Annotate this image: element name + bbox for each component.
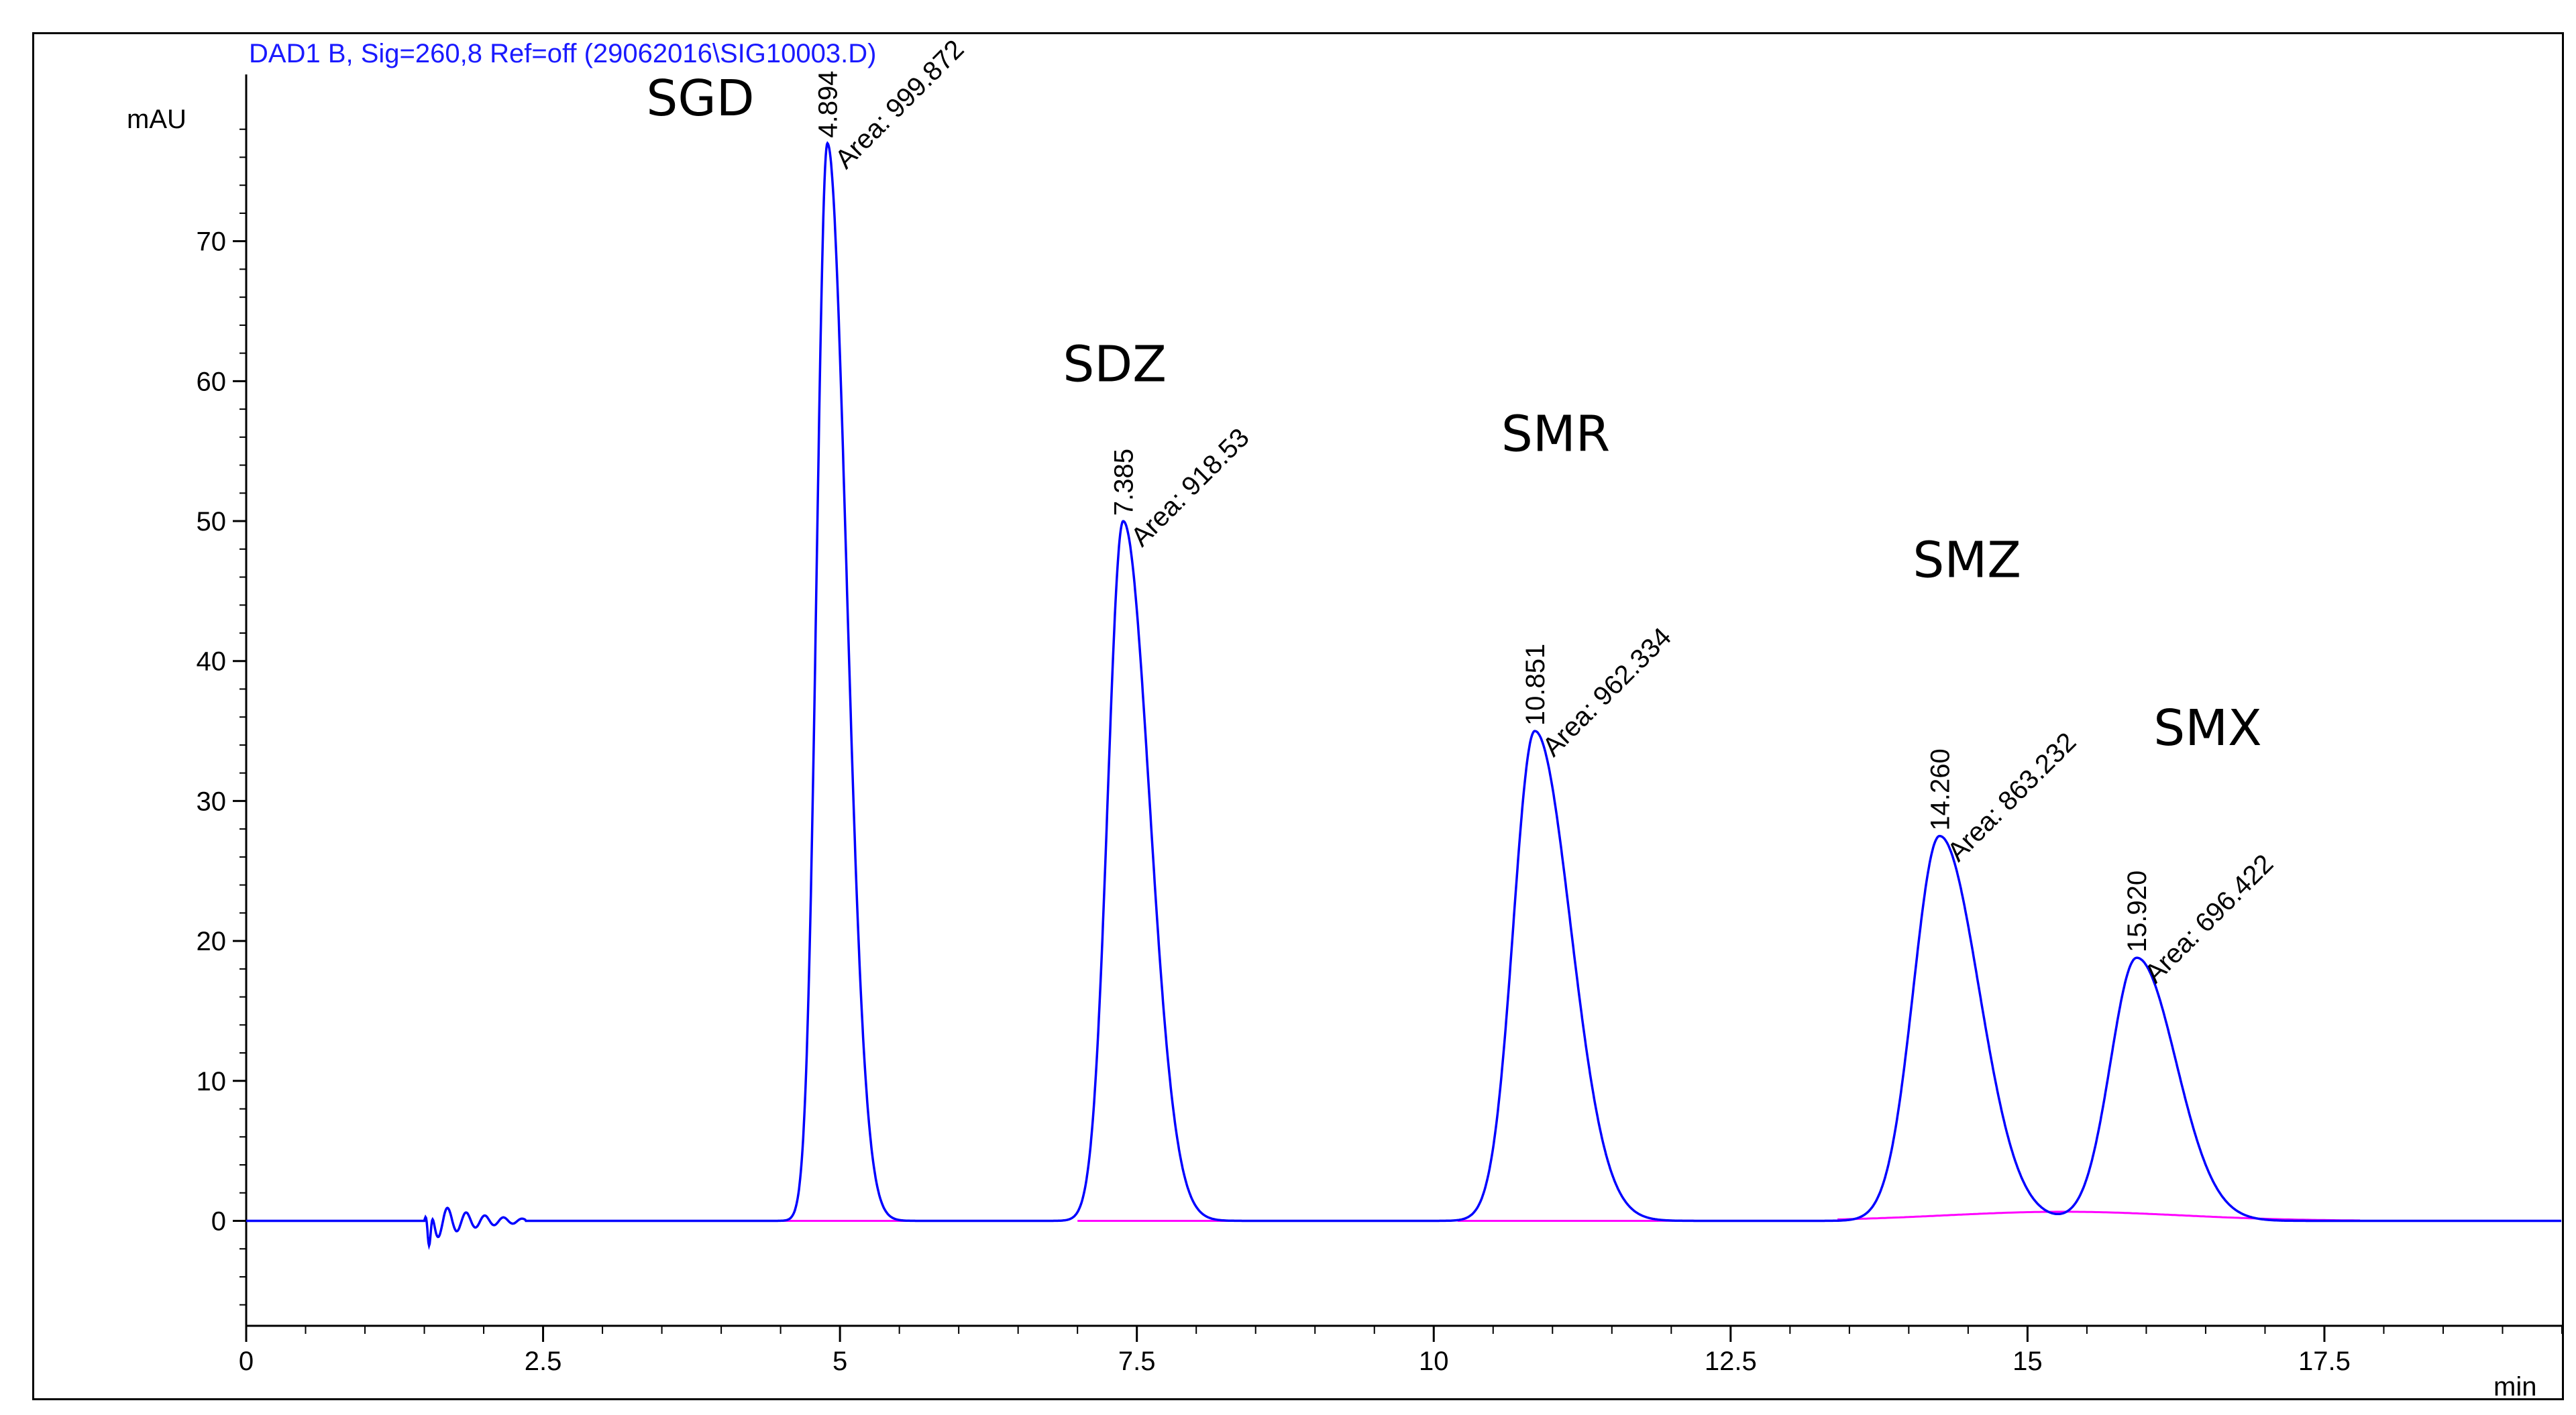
x-tick-label: 5	[833, 1347, 847, 1376]
peak-area-label: Area: 918.53	[1126, 422, 1255, 552]
x-tick-label: 15	[2012, 1347, 2043, 1376]
y-tick-label: 0	[211, 1206, 226, 1236]
peak-rt-label: 14.260	[1925, 748, 1955, 830]
peak-name-label: SDZ	[1063, 335, 1167, 393]
y-tick-label: 40	[197, 647, 227, 677]
x-tick-label: 7.5	[1118, 1347, 1156, 1376]
chart-frame: DAD1 B, Sig=260,8 Ref=off (29062016\SIG1…	[32, 32, 2564, 1400]
peak-rt-label: 15.920	[2123, 870, 2152, 952]
y-axis-label: mAU	[127, 105, 186, 134]
peak-name-label: SMZ	[1913, 532, 2021, 589]
peak-name-label: SMR	[1501, 406, 1610, 463]
baseline-segment	[1837, 1210, 2361, 1222]
x-tick-label: 2.5	[525, 1347, 562, 1376]
signal-trace	[246, 141, 2562, 1251]
y-tick-label: 70	[197, 227, 227, 257]
peak-rt-label: 10.851	[1521, 644, 1550, 726]
peak-area-label: Area: 696.422	[2139, 849, 2279, 989]
peak-rt-label: 4.894	[813, 70, 843, 137]
peak-name-label: SGD	[646, 70, 754, 127]
peak-area-label: Area: 863.232	[1942, 727, 2082, 867]
y-tick-label: 60	[197, 367, 227, 396]
x-tick-label: 10	[1419, 1347, 1449, 1376]
y-tick-label: 20	[197, 927, 227, 956]
x-tick-label: 0	[239, 1347, 254, 1376]
peak-rt-label: 7.385	[1109, 449, 1138, 516]
x-tick-label: 17.5	[2298, 1347, 2351, 1376]
peak-area-label: Area: 962.334	[1537, 622, 1677, 762]
chromatogram-chart: DAD1 B, Sig=260,8 Ref=off (29062016\SIG1…	[127, 34, 2562, 1398]
x-axis-label: min	[2493, 1372, 2536, 1398]
x-tick-label: 12.5	[1705, 1347, 1757, 1376]
y-tick-label: 50	[197, 507, 227, 536]
chart-title: DAD1 B, Sig=260,8 Ref=off (29062016\SIG1…	[249, 39, 876, 68]
y-tick-label: 10	[197, 1067, 227, 1096]
peak-name-label: SMX	[2153, 699, 2262, 757]
y-tick-label: 30	[197, 787, 227, 816]
